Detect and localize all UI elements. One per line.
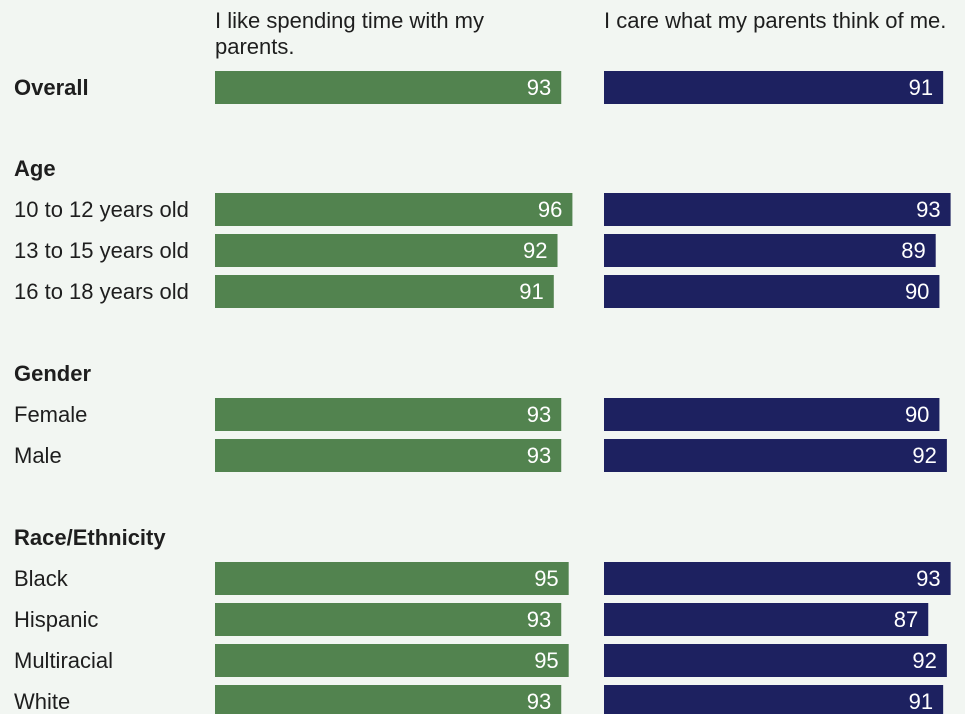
bar-multiracial-series-1 <box>215 644 569 677</box>
data-label-13-to-15-years-old-series-1: 92 <box>523 238 547 263</box>
data-label-10-to-12-years-old-series-2: 93 <box>916 197 940 222</box>
row-label-16-to-18-years-old: 16 to 18 years old <box>14 279 189 304</box>
bar-white-series-1 <box>215 685 562 714</box>
row-label-hispanic: Hispanic <box>14 607 98 632</box>
data-label-black-series-2: 93 <box>916 566 940 591</box>
data-label-male-series-1: 93 <box>527 443 551 468</box>
data-label-white-series-2: 91 <box>909 689 933 714</box>
data-label-female-series-1: 93 <box>527 402 551 427</box>
row-label-male: Male <box>14 443 62 468</box>
bar-female-series-1 <box>215 398 562 431</box>
group-heading-race-ethnicity: Race/Ethnicity <box>14 525 166 550</box>
bar-male-series-1 <box>215 439 562 472</box>
bar-overall-series-1 <box>215 71 562 104</box>
data-label-overall-series-2: 91 <box>909 75 933 100</box>
bar-black-series-2 <box>604 562 951 595</box>
data-label-black-series-1: 95 <box>534 566 558 591</box>
data-label-multiracial-series-1: 95 <box>534 648 558 673</box>
data-label-hispanic-series-2: 87 <box>894 607 918 632</box>
bar-white-series-2 <box>604 685 944 714</box>
row-label-10-to-12-years-old: 10 to 12 years old <box>14 197 189 222</box>
row-label-overall: Overall <box>14 75 89 100</box>
data-label-16-to-18-years-old-series-1: 91 <box>519 279 543 304</box>
bar-10-to-12-years-old-series-2 <box>604 193 951 226</box>
series-header-spending-time: I like spending time with my parents. <box>215 8 484 59</box>
bar-black-series-1 <box>215 562 569 595</box>
row-label-white: White <box>14 689 70 714</box>
bar-overall-series-2 <box>604 71 944 104</box>
row-label-black: Black <box>14 566 69 591</box>
bar-10-to-12-years-old-series-1 <box>215 193 573 226</box>
data-label-16-to-18-years-old-series-2: 90 <box>905 279 929 304</box>
group-heading-age: Age <box>14 156 56 181</box>
series-header-care-what-think: I care what my parents think of me. <box>604 8 947 33</box>
row-label-female: Female <box>14 402 87 427</box>
data-label-hispanic-series-1: 93 <box>527 607 551 632</box>
data-label-overall-series-1: 93 <box>527 75 551 100</box>
bar-female-series-2 <box>604 398 940 431</box>
bar-13-to-15-years-old-series-2 <box>604 234 936 267</box>
data-label-10-to-12-years-old-series-1: 96 <box>538 197 562 222</box>
bar-male-series-2 <box>604 439 947 472</box>
bar-hispanic-series-1 <box>215 603 562 636</box>
bar-16-to-18-years-old-series-2 <box>604 275 940 308</box>
bar-multiracial-series-2 <box>604 644 947 677</box>
data-label-multiracial-series-2: 92 <box>912 648 936 673</box>
group-heading-gender: Gender <box>14 361 91 386</box>
row-label-13-to-15-years-old: 13 to 15 years old <box>14 238 189 263</box>
data-label-white-series-1: 93 <box>527 689 551 714</box>
bar-13-to-15-years-old-series-1 <box>215 234 558 267</box>
data-label-male-series-2: 92 <box>912 443 936 468</box>
data-label-13-to-15-years-old-series-2: 89 <box>901 238 925 263</box>
bar-hispanic-series-2 <box>604 603 929 636</box>
data-label-female-series-2: 90 <box>905 402 929 427</box>
bar-16-to-18-years-old-series-1 <box>215 275 554 308</box>
row-label-multiracial: Multiracial <box>14 648 113 673</box>
